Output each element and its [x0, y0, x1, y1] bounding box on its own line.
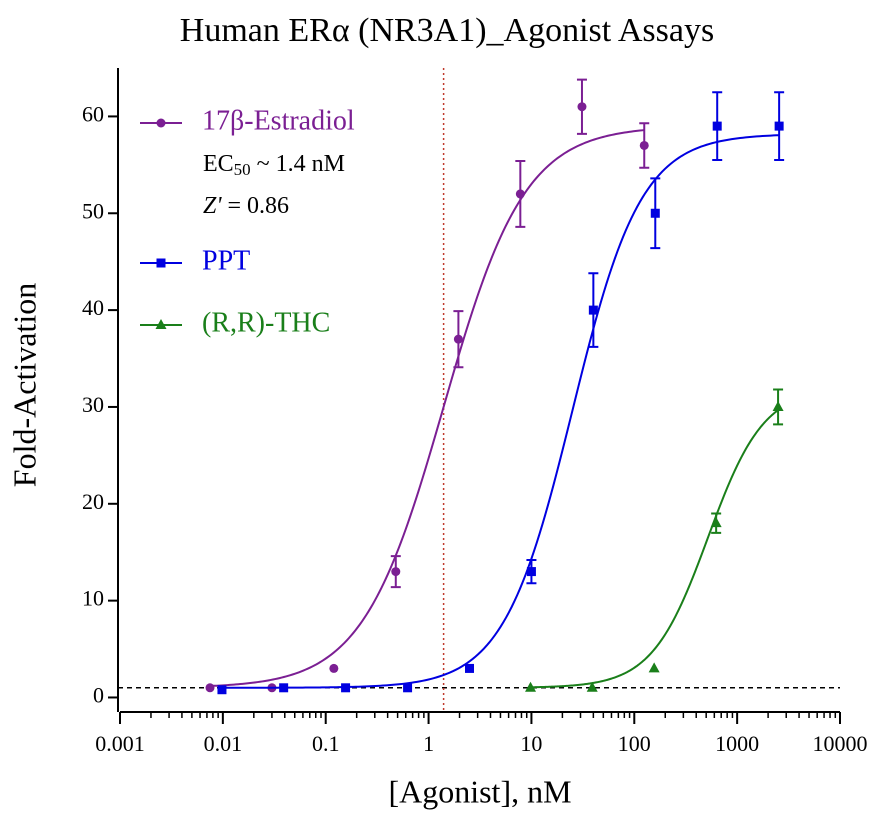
legend-label: PPT — [202, 245, 250, 276]
y-tick-label: 40 — [82, 295, 104, 320]
y-tick-label: 20 — [82, 489, 104, 514]
y-tick-label: 50 — [82, 198, 104, 223]
legend-marker — [156, 258, 166, 268]
legend-label: (R,R)-THC — [202, 307, 330, 338]
data-point — [648, 662, 660, 673]
data-point — [710, 517, 722, 528]
z-rest: = 0.86 — [221, 193, 289, 219]
data-point — [586, 681, 598, 692]
data-point — [639, 140, 649, 150]
x-tick-label: 0.1 — [312, 731, 340, 756]
ec-text: EC — [203, 151, 234, 177]
data-point — [650, 208, 660, 218]
x-tick-label: 0.01 — [204, 731, 243, 756]
x-tick-label: 10 — [520, 731, 542, 756]
z-annotation: Z' = 0.86 — [203, 193, 289, 219]
x-axis-label: [Agonist], nM — [388, 773, 571, 809]
legend-label: 17β-Estradiol — [202, 105, 355, 136]
chart-title: Human ERα (NR3A1)_Agonist Assays — [180, 12, 714, 49]
y-tick-label: 10 — [82, 586, 104, 611]
fit-curve — [221, 134, 780, 689]
data-point — [525, 681, 537, 692]
y-tick-label: 30 — [82, 392, 104, 417]
legend-marker — [155, 319, 167, 329]
ec-rest: ~ 1.4 nM — [251, 151, 345, 177]
data-point — [577, 102, 587, 112]
data-point — [515, 189, 525, 199]
data-point — [774, 121, 784, 131]
y-tick-label: 60 — [82, 101, 104, 126]
data-point — [205, 683, 215, 693]
fit-curve — [530, 409, 779, 689]
data-point — [329, 663, 339, 673]
x-tick-label: 100 — [618, 731, 651, 756]
data-point — [403, 683, 413, 693]
x-tick-label: 1 — [423, 731, 434, 756]
data-point — [712, 121, 722, 131]
legend-marker — [156, 118, 166, 128]
x-tick-label: 10000 — [813, 731, 868, 756]
data-point — [772, 400, 784, 411]
x-tick-label: 0.001 — [95, 731, 145, 756]
data-point — [453, 334, 463, 344]
data-point — [526, 567, 536, 577]
data-point — [279, 683, 289, 693]
x-tick-label: 1000 — [715, 731, 759, 756]
ec50-annotation: EC50 ~ 1.4 nM — [203, 151, 345, 179]
data-point — [341, 683, 351, 693]
data-point — [217, 685, 227, 695]
data-point — [588, 305, 598, 315]
ec-sub: 50 — [234, 160, 251, 179]
z-text: Z' — [203, 193, 222, 219]
y-tick-label: 0 — [93, 683, 104, 708]
data-point — [391, 567, 401, 577]
y-axis-label: Fold-Activation — [6, 283, 42, 487]
fit-curve — [209, 129, 645, 688]
data-point — [465, 663, 475, 673]
